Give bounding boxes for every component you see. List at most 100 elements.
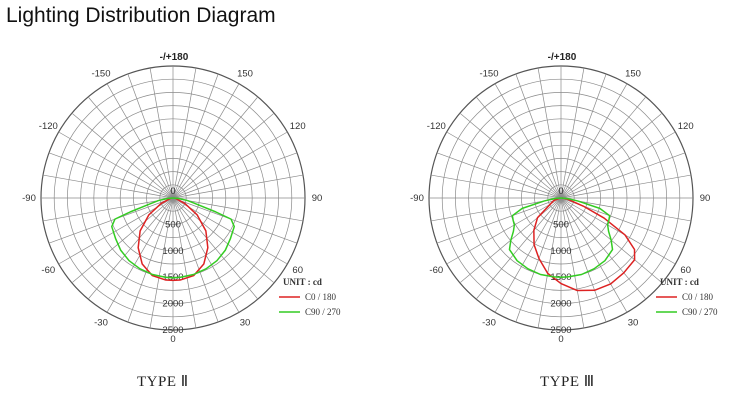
grid-spoke: [560, 197, 647, 300]
grid-spoke: [172, 197, 197, 329]
angle-label: -150: [91, 68, 110, 79]
ring-label: 1000: [162, 246, 183, 257]
grid-spoke: [560, 197, 585, 329]
grid-spoke: [515, 73, 562, 199]
angle-label: -90: [410, 193, 424, 204]
grid-spoke: [172, 131, 288, 199]
grid-spoke: [430, 197, 562, 222]
grid-spoke: [106, 83, 174, 199]
series-curve-c90-270: [111, 197, 235, 279]
angle-label-bottom: 0: [558, 334, 563, 345]
legend-entry: C0 / 180: [682, 292, 714, 302]
grid-spoke: [149, 197, 174, 329]
grid-spoke: [560, 67, 585, 199]
ring-label: 1000: [550, 246, 571, 257]
angle-label: 90: [700, 193, 711, 204]
grid-spoke: [71, 112, 174, 199]
ring-label: 2500: [162, 325, 183, 336]
grid-spoke: [560, 131, 676, 199]
series-curve-c0-180: [533, 197, 636, 292]
angle-label: -120: [427, 121, 446, 132]
grid-spoke: [87, 96, 174, 199]
angle-label-top: -/+180: [160, 52, 189, 63]
polar-plot-type-iii: -150 -120 -90 -60 -30 150 120 90 60 30 -/+180 0 0 500…: [410, 52, 718, 345]
angle-label: 30: [240, 318, 251, 329]
angle-label-bottom: 0: [170, 334, 175, 345]
unit-label: UNIT : cd: [660, 277, 699, 287]
unit-label: UNIT : cd: [283, 277, 322, 287]
grid-spoke: [459, 112, 562, 199]
grid-spoke: [48, 152, 174, 199]
grid-spoke: [127, 197, 174, 323]
angle-label: 90: [312, 193, 323, 204]
ring-label: 500: [553, 219, 569, 230]
grid-spoke: [42, 197, 174, 222]
grid-spoke: [560, 83, 628, 199]
ring-label: 2000: [162, 299, 183, 310]
ring-label: 2000: [550, 299, 571, 310]
grid-spoke: [172, 112, 275, 199]
grid-spoke: [172, 197, 275, 284]
legend-entry: C90 / 270: [305, 307, 341, 317]
grid-spoke: [475, 197, 562, 300]
angle-label: -30: [94, 318, 108, 329]
grid-spoke: [127, 73, 174, 199]
angle-label: -60: [41, 265, 55, 276]
grid-spoke: [560, 197, 692, 222]
grid-spoke: [494, 83, 562, 199]
angle-label: -120: [39, 121, 58, 132]
grid-spoke: [71, 197, 174, 284]
grid-spoke: [537, 197, 562, 329]
grid-spoke: [58, 197, 174, 265]
angle-label: 60: [292, 265, 303, 276]
page-title: Lighting Distribution Diagram: [6, 4, 276, 27]
grid-spoke: [475, 96, 562, 199]
angle-label: 150: [237, 68, 253, 79]
legend-entry: C0 / 180: [305, 292, 337, 302]
grid-spoke: [172, 197, 219, 323]
grid-spoke: [560, 73, 607, 199]
polar-plot-type-ii: -150 -120 -90 -60 -30 150 120 90 60 30 -/+180 0 0 500…: [22, 52, 341, 345]
angle-label-top: -/+180: [548, 52, 577, 63]
grid-spoke: [172, 174, 304, 199]
grid-spoke: [560, 197, 628, 313]
grid-spoke: [172, 67, 197, 199]
grid-spoke: [560, 174, 692, 199]
grid-spoke: [48, 197, 174, 244]
grid-spoke: [560, 197, 676, 265]
ring-label: 0: [558, 186, 563, 197]
grid-spoke: [87, 197, 174, 300]
grid-spoke: [446, 197, 562, 265]
grid-spoke: [172, 96, 259, 199]
grid-spoke: [149, 67, 174, 199]
grid-spoke: [172, 73, 219, 199]
grid-spoke: [436, 152, 562, 199]
series-curve-c90-270: [508, 197, 614, 278]
grid-spoke: [172, 197, 304, 222]
grid-spoke: [560, 96, 647, 199]
chart-caption-type-iii: TYPE Ⅲ: [540, 374, 595, 390]
legend-entry: C90 / 270: [682, 307, 718, 317]
ring-label: 500: [165, 219, 181, 230]
series-curve-c0-180: [137, 197, 209, 282]
angle-label: 30: [628, 318, 639, 329]
angle-label: -150: [479, 68, 498, 79]
grid-spoke: [436, 197, 562, 244]
grid-spoke: [42, 174, 174, 199]
ring-label: 0: [170, 186, 175, 197]
angle-label: -60: [429, 265, 443, 276]
grid-spoke: [560, 152, 686, 199]
angle-label: -30: [482, 318, 496, 329]
ring-label: 2500: [550, 325, 571, 336]
angle-label: 120: [290, 121, 306, 132]
grid-spoke: [537, 67, 562, 199]
grid-spoke: [560, 197, 607, 323]
grid-spoke: [172, 197, 298, 244]
grid-spoke: [430, 174, 562, 199]
grid-spoke: [515, 197, 562, 323]
angle-label: 60: [680, 265, 691, 276]
grid-spoke: [560, 112, 663, 199]
grid-spoke: [172, 197, 288, 265]
angle-label: 120: [678, 121, 694, 132]
